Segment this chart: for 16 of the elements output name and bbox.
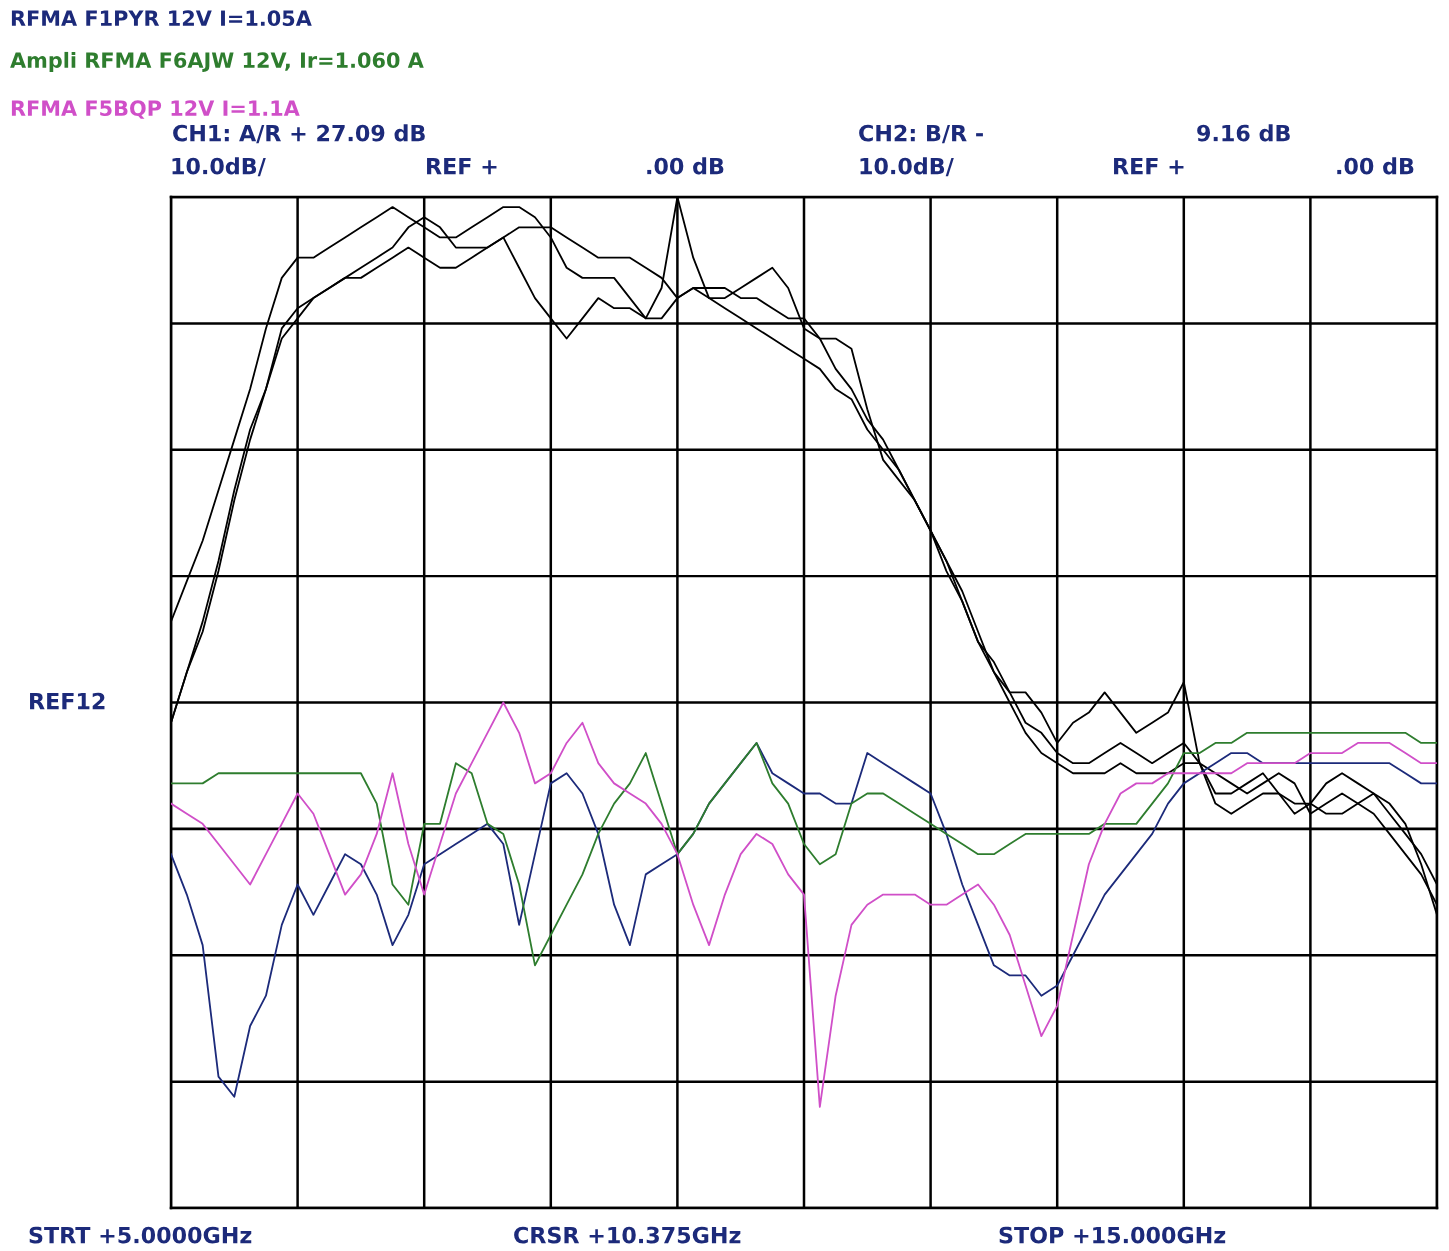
text: CH2: B/R - — [859, 124, 983, 144]
text: CRSR +10.375GHz — [514, 1226, 741, 1244]
text: RFMA F1PYR 12V I=1.05A — [11, 10, 312, 27]
text: 9.16 dB — [1197, 124, 1290, 142]
text: CH1: A/R + 27.09 dB — [173, 124, 425, 144]
text: REF12 — [30, 692, 105, 710]
text: Ampli RFMA F6AJW 12V, Ir=1.060 A — [10, 51, 424, 73]
text: STOP +15.000GHz — [999, 1226, 1226, 1244]
text: REF + — [1114, 157, 1184, 175]
text: STRT +5.0000GHz — [29, 1226, 252, 1244]
text: 10.0dB/ — [860, 157, 954, 177]
text: REF + — [427, 157, 497, 175]
text: .00 dB — [1337, 157, 1414, 175]
text: 10.0dB/ — [172, 157, 266, 177]
text: RFMA F5BQP 12V I=1.1A — [11, 100, 300, 119]
text: .00 dB — [647, 157, 724, 175]
